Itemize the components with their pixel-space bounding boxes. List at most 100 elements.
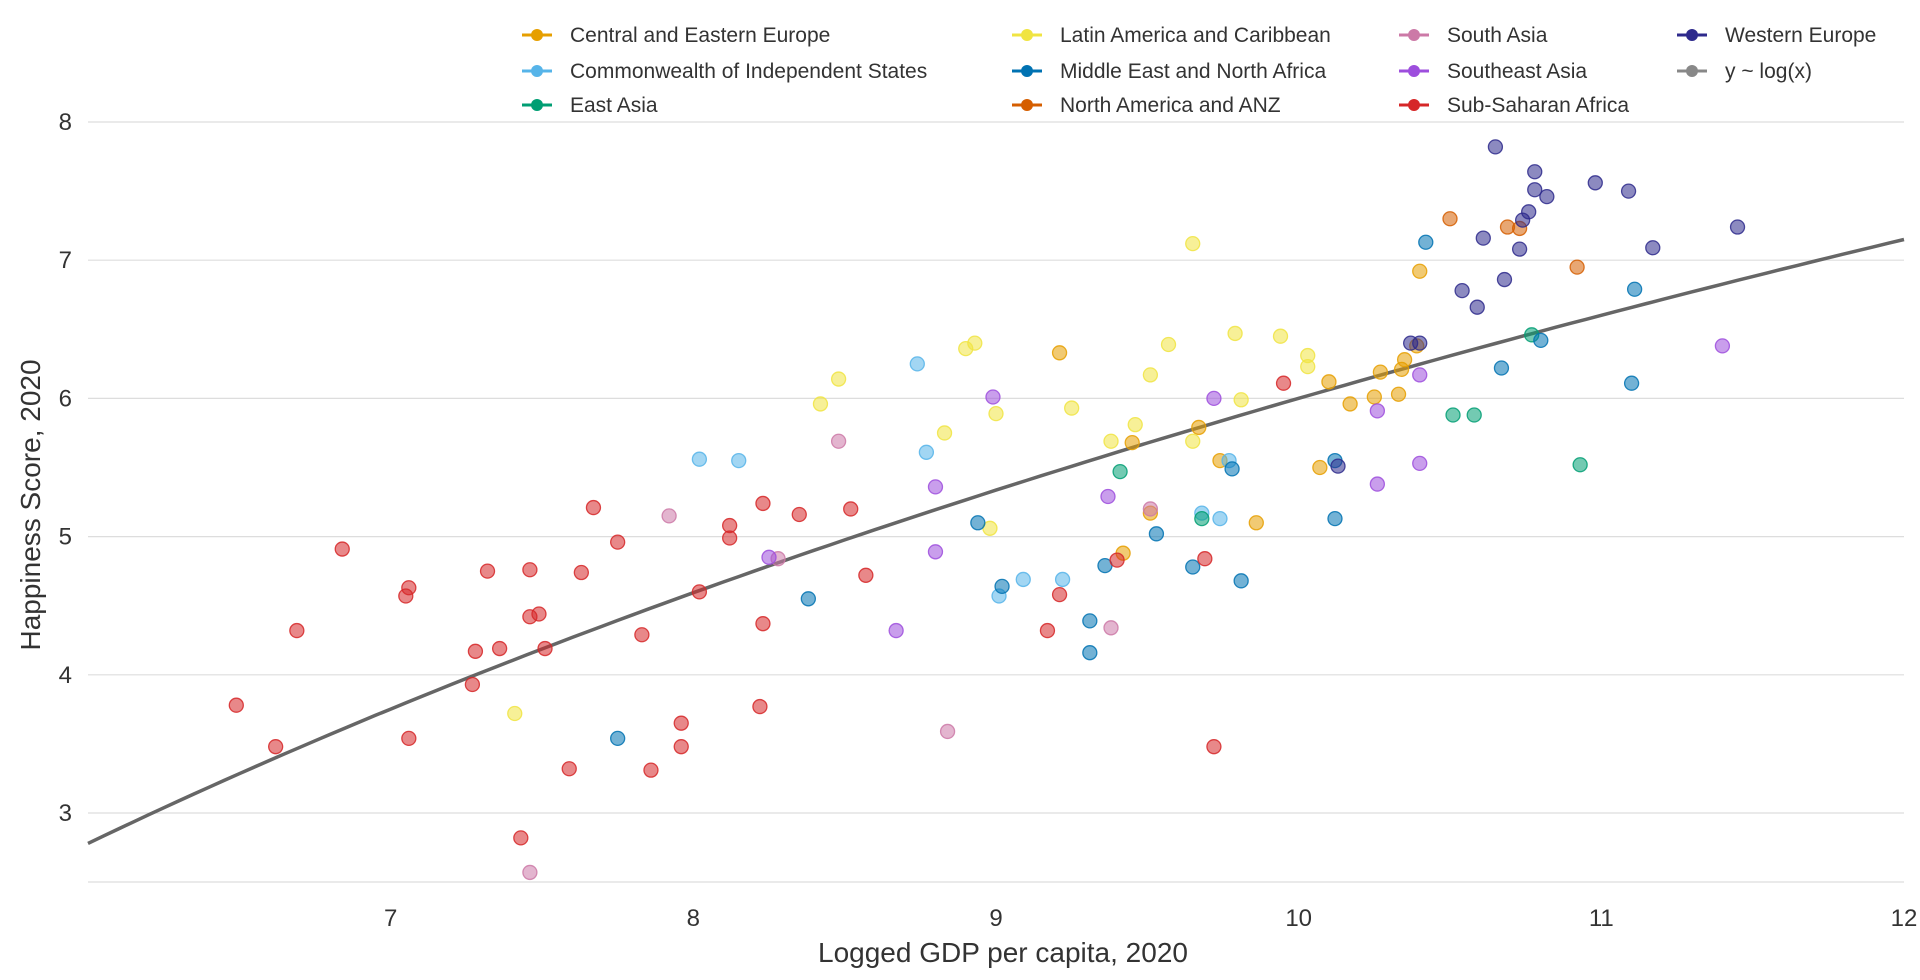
series-middle-east-and-north-africa — [610, 234, 1643, 747]
legend-key-dot — [1408, 65, 1420, 77]
point-sub-saharan-africa-37 — [1206, 739, 1222, 755]
point-sub-saharan-africa-5 — [401, 580, 417, 596]
legend-label: Western Europe — [1725, 24, 1876, 47]
point-commonwealth-of-independent-states-1 — [731, 452, 747, 469]
point-sub-saharan-africa-6 — [401, 730, 417, 747]
point-middle-east-and-north-africa-2 — [970, 515, 986, 531]
point-sub-saharan-africa-23 — [673, 739, 689, 755]
x-tick-8: 8 — [687, 905, 700, 932]
point-middle-east-and-north-africa-13 — [1418, 234, 1434, 250]
point-sub-saharan-africa-9 — [479, 563, 496, 579]
gridlines — [88, 121, 1904, 883]
point-middle-east-and-north-africa-17 — [1626, 281, 1643, 297]
y-axis-title: Happiness Score, 2020 — [15, 359, 46, 650]
point-middle-east-and-north-africa-9 — [1224, 461, 1240, 477]
point-southeast-asia-1 — [888, 622, 904, 639]
legend-label: East Asia — [570, 94, 658, 117]
x-tick-7: 7 — [384, 905, 397, 932]
point-southeast-asia-10 — [1412, 367, 1428, 383]
point-commonwealth-of-independent-states-5 — [1015, 571, 1031, 588]
point-western-europe-7 — [1496, 271, 1513, 288]
series-sub-saharan-africa — [228, 375, 1292, 846]
point-sub-saharan-africa-30 — [791, 506, 807, 523]
point-sub-saharan-africa-18 — [561, 761, 577, 777]
legend-key-dot — [531, 29, 543, 41]
point-sub-saharan-africa-27 — [755, 495, 771, 512]
series-commonwealth-of-independent-states — [691, 356, 1237, 604]
point-central-and-eastern-europe-14 — [1396, 352, 1413, 368]
point-south-asia-5 — [1103, 620, 1119, 636]
point-sub-saharan-africa-19 — [610, 534, 626, 550]
point-middle-east-and-north-africa-4 — [1082, 613, 1098, 629]
legend-key-dot — [531, 65, 543, 77]
point-middle-east-and-north-africa-7 — [1148, 526, 1165, 542]
y-tick-6: 6 — [59, 385, 72, 412]
point-east-asia-5 — [1572, 457, 1588, 473]
point-southeast-asia-2 — [927, 479, 944, 495]
legend-key-dot — [1686, 29, 1698, 41]
point-latin-america-and-caribbean-19 — [1300, 358, 1316, 375]
point-middle-east-and-north-africa-0 — [610, 730, 626, 747]
y-tick-7: 7 — [59, 247, 72, 274]
point-middle-east-and-north-africa-15 — [1533, 332, 1549, 349]
point-western-europe-14 — [1587, 175, 1603, 191]
trendline-layer — [87, 237, 1905, 845]
point-sub-saharan-africa-24 — [691, 584, 708, 600]
point-east-asia-0 — [1112, 463, 1128, 480]
legend-item-trendline: y ~ log(x) — [1677, 60, 1812, 83]
point-sub-saharan-africa-34 — [1051, 586, 1068, 603]
legend-item-series-9: Western Europe — [1677, 24, 1876, 47]
point-central-and-eastern-europe-1 — [1124, 434, 1140, 451]
legend-label: North America and ANZ — [1060, 94, 1281, 117]
point-latin-america-and-caribbean-1 — [812, 396, 829, 412]
legend-key-dot — [1408, 99, 1420, 111]
point-latin-america-and-caribbean-7 — [988, 405, 1004, 422]
point-central-and-eastern-europe-5 — [1248, 515, 1264, 531]
point-south-asia-0 — [522, 864, 538, 881]
point-latin-america-and-caribbean-17 — [1272, 328, 1289, 344]
point-middle-east-and-north-africa-10 — [1233, 573, 1249, 589]
point-sub-saharan-africa-1 — [268, 739, 284, 755]
point-sub-saharan-africa-10 — [491, 640, 508, 657]
legend-label: Southeast Asia — [1447, 60, 1587, 83]
point-western-europe-12 — [1527, 182, 1543, 198]
point-central-and-eastern-europe-11 — [1372, 364, 1389, 380]
point-latin-america-and-caribbean-11 — [1142, 367, 1159, 383]
point-sub-saharan-africa-35 — [1109, 552, 1125, 568]
point-north-america-and-anz-3 — [1569, 259, 1585, 275]
point-commonwealth-of-independent-states-3 — [918, 444, 935, 460]
legend-item-series-6: South Asia — [1399, 24, 1548, 47]
point-southeast-asia-0 — [761, 549, 777, 565]
point-southeast-asia-11 — [1714, 338, 1731, 354]
data-points — [228, 139, 1746, 881]
point-middle-east-and-north-africa-8 — [1185, 559, 1201, 575]
point-latin-america-and-caribbean-9 — [1103, 433, 1119, 449]
point-latin-america-and-caribbean-15 — [1227, 325, 1243, 342]
point-latin-america-and-caribbean-3 — [936, 425, 953, 441]
point-western-europe-4 — [1469, 299, 1485, 315]
point-western-europe-8 — [1511, 241, 1528, 257]
trendline-y-log-x — [87, 237, 1905, 845]
point-south-asia-4 — [939, 723, 956, 740]
point-sub-saharan-africa-16 — [573, 564, 589, 581]
legend-item-series-7: Southeast Asia — [1399, 60, 1587, 83]
point-southeast-asia-6 — [1206, 390, 1222, 407]
point-latin-america-and-caribbean-2 — [830, 371, 847, 387]
legend-item-series-1: Commonwealth of Independent States — [522, 60, 927, 83]
point-western-europe-10 — [1521, 204, 1537, 220]
point-southeast-asia-3 — [927, 544, 944, 560]
y-tick-4: 4 — [59, 662, 72, 689]
point-western-europe-11 — [1527, 164, 1543, 180]
point-western-europe-5 — [1475, 230, 1491, 246]
legend-item-series-8: Sub-Saharan Africa — [1399, 94, 1629, 117]
legend-key-dot — [531, 99, 543, 111]
point-sub-saharan-africa-14 — [531, 606, 547, 622]
point-sub-saharan-africa-3 — [334, 541, 350, 557]
point-latin-america-and-caribbean-16 — [1233, 392, 1249, 408]
legend-label: Commonwealth of Independent States — [570, 60, 927, 83]
y-tick-5: 5 — [59, 524, 72, 551]
point-east-asia-1 — [1194, 510, 1210, 527]
point-central-and-eastern-europe-10 — [1366, 389, 1382, 405]
series-east-asia — [1112, 327, 1588, 527]
